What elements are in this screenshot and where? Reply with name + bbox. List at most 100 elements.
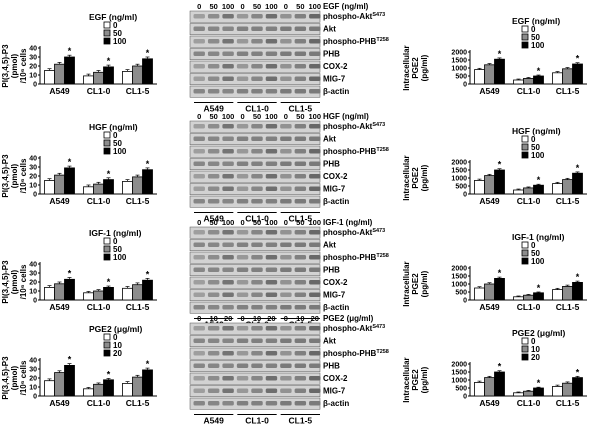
y-axis-title-line: (pg/ml)	[420, 366, 429, 393]
band	[236, 76, 249, 81]
y-tick-label: 40	[29, 358, 37, 365]
blot-label-text: phospho-Akt	[323, 324, 373, 333]
band	[236, 124, 249, 129]
band	[193, 39, 205, 44]
band	[193, 292, 205, 297]
band	[207, 305, 220, 310]
legend-label: 10	[531, 345, 540, 354]
legend-label: 100	[531, 41, 545, 50]
legend-swatch	[521, 151, 529, 159]
band	[207, 230, 220, 235]
band	[207, 363, 220, 368]
bar-cl1-0-dose-100	[533, 75, 544, 85]
dose-label: 20	[267, 314, 275, 323]
band	[251, 64, 263, 69]
bar-cl1-0-dose-50	[93, 71, 104, 85]
blot-label-superscript: S473	[372, 324, 385, 330]
band	[236, 161, 249, 166]
bar-cl1-5-dose-20	[142, 369, 153, 397]
legend-swatch	[103, 147, 111, 155]
dose-label: 50	[253, 112, 261, 121]
band	[280, 136, 292, 141]
bar-cl1-0-dose-10	[523, 390, 534, 397]
legend-swatch	[521, 345, 529, 353]
y-tick-label: 0	[33, 82, 37, 89]
dose-label: 0	[284, 218, 288, 227]
band	[294, 89, 307, 94]
y-tick-label: 0	[33, 394, 37, 401]
legend-label: 20	[531, 353, 540, 362]
band	[280, 161, 292, 166]
y-axis-title: IntracellularPGE2(pg/ml)	[402, 45, 429, 90]
band	[265, 136, 278, 141]
band	[309, 51, 321, 56]
legend-title: HGF (ng/ml)	[512, 126, 561, 136]
blot-label-text: MIG-7	[323, 75, 346, 84]
band	[294, 351, 307, 356]
blot-label-text: phospho-PHB	[323, 147, 377, 156]
significance-asterisk: *	[537, 378, 541, 388]
band	[222, 326, 234, 331]
blot-label: phospho-PHBT258	[323, 349, 389, 358]
bar-a549-dose-100	[494, 277, 505, 301]
band	[309, 39, 321, 44]
dose-label: 50	[209, 218, 217, 227]
band	[251, 351, 263, 356]
band	[222, 76, 234, 81]
band	[309, 255, 321, 260]
legend-swatch	[103, 253, 111, 261]
y-axis-title: IntracellularPGE2(pg/ml)	[402, 261, 429, 306]
band	[294, 64, 307, 69]
blot-label-text: Akt	[323, 25, 336, 34]
band	[280, 338, 292, 343]
band	[280, 326, 292, 331]
band	[309, 14, 321, 19]
band	[251, 26, 263, 31]
bar-cl1-0-dose-50	[93, 290, 104, 301]
bar-cl1-5-dose-0	[552, 183, 563, 195]
band	[309, 388, 321, 393]
legend-label: 0	[113, 333, 118, 342]
band	[294, 292, 307, 297]
y-axis-title-line: PGE2	[411, 57, 420, 79]
band	[251, 174, 263, 179]
band	[309, 174, 321, 179]
band	[207, 376, 220, 381]
dose-label: 0	[197, 218, 201, 227]
dose-label: 100	[309, 218, 322, 227]
blot-hgf: 0 50 100 0 50 100 0 50 100 HGF (ng/ml)phospho-Akt…	[189, 112, 389, 224]
band	[309, 326, 321, 331]
bar-a549-dose-50	[54, 174, 65, 195]
band	[309, 199, 321, 204]
bar-cl1-0-dose-100	[103, 286, 114, 301]
blot-label: Akt	[323, 241, 336, 250]
blot-label-text: COX-2	[323, 172, 348, 181]
dose-label: 10	[296, 314, 304, 323]
blot-label: phospho-AktS473	[323, 12, 385, 21]
blot-label-text: Akt	[323, 337, 336, 346]
blot-label: phospho-AktS473	[323, 228, 385, 237]
bar-cl1-5-dose-0	[552, 72, 563, 85]
band	[265, 363, 278, 368]
band	[193, 305, 205, 310]
band	[193, 26, 205, 31]
band	[251, 199, 263, 204]
band	[309, 242, 321, 247]
y-axis-title-line: /10⁶ cells	[19, 158, 28, 193]
y-axis-title-line: (pmol)	[10, 163, 19, 188]
band	[294, 401, 307, 406]
bar-a549-dose-0	[474, 69, 485, 85]
band	[309, 26, 321, 31]
band	[294, 136, 307, 141]
y-tick-label: 0	[463, 298, 467, 305]
bar-cl1-0-dose-50	[523, 187, 534, 195]
band	[236, 230, 249, 235]
bar-a549-dose-10	[54, 372, 65, 397]
y-tick-label: 1000	[451, 66, 467, 73]
legend-swatch	[103, 131, 111, 139]
dose-label: 100	[309, 2, 322, 11]
band	[222, 124, 234, 129]
band	[193, 76, 205, 81]
band	[251, 124, 263, 129]
